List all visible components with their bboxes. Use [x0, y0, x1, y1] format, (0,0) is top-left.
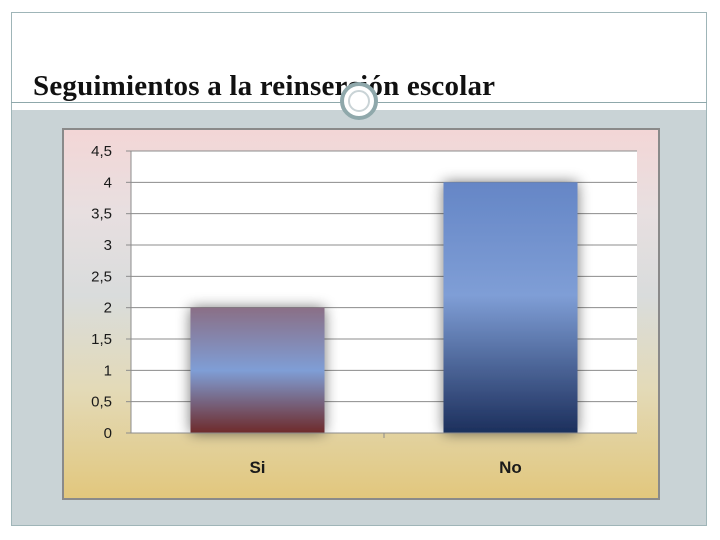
y-tick-label: 3: [104, 237, 112, 254]
y-tick-label: 3,5: [91, 206, 112, 223]
slide-title: Seguimientos a la reinserción escolar: [33, 70, 496, 102]
y-tick-label: 1,5: [91, 331, 112, 348]
bar-no: [443, 182, 578, 433]
y-tick-label: 4,5: [91, 143, 112, 160]
y-tick-label: 2,5: [91, 268, 112, 285]
x-tick-label: Si: [249, 458, 265, 477]
y-tick-label: 0: [104, 425, 112, 442]
y-axis-tick-labels: 0 0,5 1 1,5 2 2,5 3 3,5 4 4,5: [91, 143, 112, 442]
y-tick-label: 2: [104, 300, 112, 317]
x-tick-label: No: [499, 458, 522, 477]
title-ornament-circle: [340, 82, 378, 120]
bars: [190, 182, 578, 433]
x-axis-tick-labels: Si No: [249, 433, 522, 477]
y-tick-label: 4: [104, 174, 112, 191]
bar-si: [190, 307, 325, 433]
y-tick-label: 1: [104, 362, 112, 379]
y-tick-label: 0,5: [91, 394, 112, 411]
